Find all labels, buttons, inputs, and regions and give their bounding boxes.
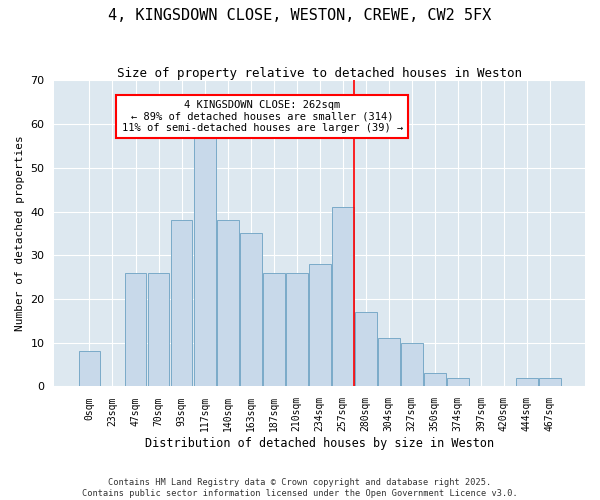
Y-axis label: Number of detached properties: Number of detached properties [15, 136, 25, 331]
Bar [378, 338, 400, 386]
Bar [170, 220, 193, 386]
Bar [332, 207, 353, 386]
Bar [424, 374, 446, 386]
Bar [79, 352, 100, 386]
Bar [217, 220, 239, 386]
Title: Size of property relative to detached houses in Weston: Size of property relative to detached ho… [117, 68, 522, 80]
Bar [263, 272, 284, 386]
Text: 4, KINGSDOWN CLOSE, WESTON, CREWE, CW2 5FX: 4, KINGSDOWN CLOSE, WESTON, CREWE, CW2 5… [109, 8, 491, 22]
Bar [401, 342, 423, 386]
Bar [194, 133, 215, 386]
Bar [309, 264, 331, 386]
Bar [125, 272, 146, 386]
Bar [539, 378, 561, 386]
Bar [239, 234, 262, 386]
Text: 4 KINGSDOWN CLOSE: 262sqm
← 89% of detached houses are smaller (314)
11% of semi: 4 KINGSDOWN CLOSE: 262sqm ← 89% of detac… [122, 100, 403, 133]
Bar [148, 272, 169, 386]
Text: Contains HM Land Registry data © Crown copyright and database right 2025.
Contai: Contains HM Land Registry data © Crown c… [82, 478, 518, 498]
Bar [447, 378, 469, 386]
Bar [355, 312, 377, 386]
X-axis label: Distribution of detached houses by size in Weston: Distribution of detached houses by size … [145, 437, 494, 450]
Bar [286, 272, 308, 386]
Bar [516, 378, 538, 386]
